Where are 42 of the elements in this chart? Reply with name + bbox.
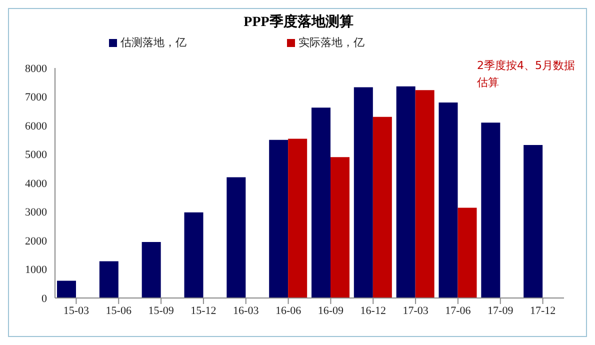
bar	[226, 177, 246, 298]
x-tick-label: 15-03	[63, 304, 90, 317]
bar	[99, 261, 118, 298]
x-tick-label: 17-12	[530, 304, 556, 317]
y-tick-label: 0	[42, 292, 48, 305]
x-tick-label: 15-12	[190, 304, 216, 317]
bar	[396, 86, 416, 298]
bar	[524, 145, 543, 298]
annotation: 2季度按4、5月数据估算	[477, 58, 575, 91]
bar	[330, 157, 350, 298]
y-tick-label: 5000	[25, 149, 48, 162]
x-tick-label: 17-09	[488, 304, 514, 317]
bar	[269, 140, 288, 298]
x-tick-label: 16-03	[233, 304, 260, 317]
x-tick-label: 16-12	[360, 304, 386, 317]
bar	[481, 122, 500, 298]
bar	[354, 87, 373, 298]
chart-title: PPP季度落地测算	[242, 13, 354, 31]
legend-label: 估测落地，亿	[120, 36, 186, 49]
x-tick-label: 15-09	[148, 304, 174, 317]
x-tick-label: 17-06	[445, 304, 472, 317]
y-tick-label: 1000	[25, 264, 48, 276]
bar	[312, 108, 330, 298]
bar	[372, 116, 392, 298]
bar	[57, 280, 76, 298]
y-tick-label: 3000	[25, 206, 48, 219]
bar	[458, 208, 477, 298]
x-tick-label: 16-06	[275, 304, 302, 317]
y-tick-label: 8000	[25, 62, 48, 75]
y-tick-label: 2000	[25, 235, 48, 248]
y-tick-label: 4000	[25, 178, 48, 190]
bar	[142, 242, 161, 298]
y-tick-label: 6000	[25, 120, 48, 132]
legend-label: 实际落地，亿	[298, 36, 364, 49]
x-tick-label: 16-09	[318, 304, 344, 317]
bar	[184, 212, 204, 298]
y-tick-label: 7000	[25, 92, 48, 104]
bar	[288, 138, 308, 298]
x-tick-label: 15-06	[106, 304, 132, 317]
bar	[415, 90, 434, 298]
bar	[438, 102, 458, 298]
x-tick-label: 17-03	[402, 304, 429, 317]
